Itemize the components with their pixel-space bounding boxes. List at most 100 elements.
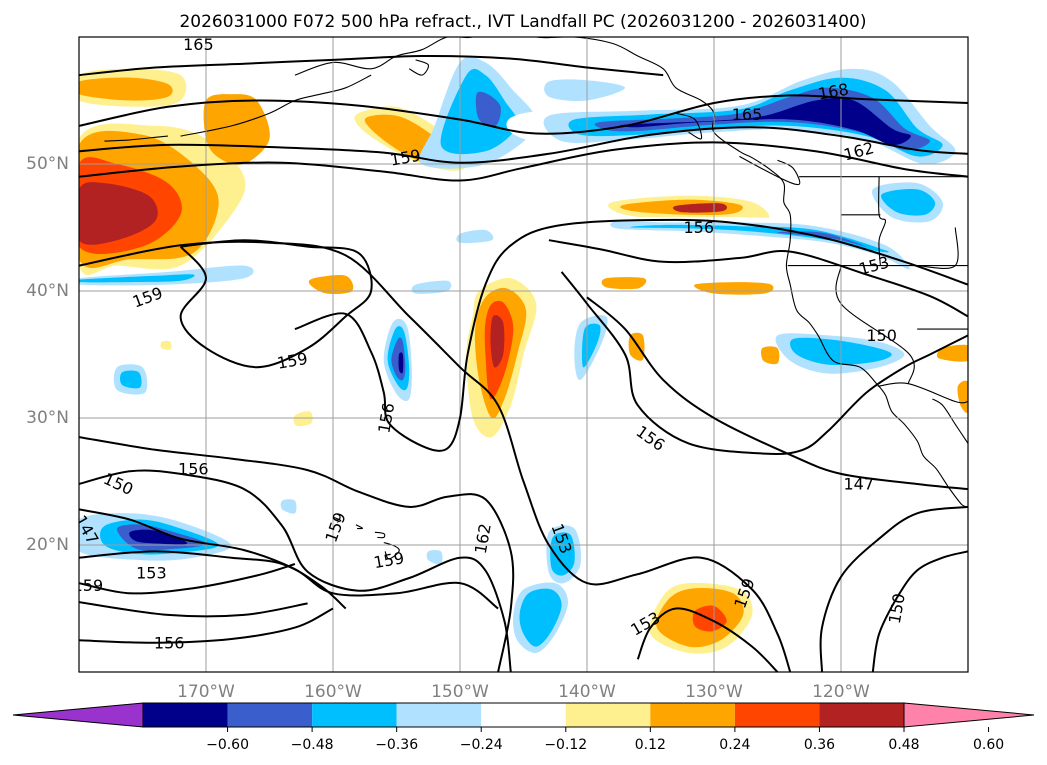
political-border: [835, 265, 915, 384]
filled-region: [456, 229, 494, 244]
filled-region: [475, 91, 501, 127]
lat-tick-label: 40°N: [26, 281, 69, 301]
coastline: [739, 155, 801, 186]
longitude-tick-labels: 170°W 160°W 150°W 140°W 130°W 120°W: [177, 682, 870, 702]
filled-region: [308, 275, 354, 295]
contour-line: [79, 141, 968, 182]
contour-line: [819, 505, 968, 672]
contour-line: [79, 469, 512, 672]
contour-line: [179, 239, 373, 369]
contour-line: [548, 239, 968, 318]
map-frame: [78, 36, 969, 673]
contour-label: 165: [732, 105, 763, 124]
contour-label: 156: [178, 459, 209, 478]
contour-line: [294, 218, 968, 452]
contour-label: 159: [73, 576, 104, 595]
filled-region: [595, 216, 932, 279]
political-border: [917, 227, 959, 269]
contour-line: [79, 126, 968, 164]
filled-region: [160, 340, 172, 350]
filled-region: [129, 529, 188, 545]
contour-line: [79, 94, 968, 135]
coastline: [332, 516, 342, 523]
lon-tick-label: 120°W: [812, 682, 870, 702]
lon-tick-label: 170°W: [177, 682, 235, 702]
contour-label: 156: [683, 218, 714, 237]
contour-line: [79, 601, 308, 618]
contour-lines: [79, 54, 968, 672]
coastline: [374, 531, 386, 539]
colorbar-bin: [481, 703, 566, 727]
lat-tick-label: 50°N: [26, 154, 69, 174]
lon-tick-label: 160°W: [304, 682, 362, 702]
filled-region: [79, 77, 173, 101]
coastline: [355, 524, 363, 530]
coastline: [932, 398, 968, 444]
colorbar: −0.60 −0.48 −0.36 −0.24 −0.12 0.12 0.24 0.36 0.4…: [12, 702, 1035, 753]
coastline: [104, 135, 168, 142]
colorbar-bin: [734, 703, 820, 727]
colorbar-tick-label: −0.12: [544, 737, 587, 753]
colorbar-bin: [312, 703, 397, 727]
contour-line: [79, 550, 347, 610]
contour-line: [79, 607, 334, 644]
filled-region: [881, 189, 936, 216]
colorbar-frame: [142, 702, 905, 728]
contour-label: 156: [154, 633, 185, 652]
colorbar-bin: [143, 703, 228, 727]
filled-region: [777, 231, 867, 247]
political-border: [878, 176, 887, 266]
colorbar-tick-label: 0.36: [804, 737, 835, 753]
colorbar-bin: [819, 703, 904, 727]
colorbar-tick-label: 0.60: [973, 737, 1004, 753]
latitude-tick-labels: 20°N 30°N 40°N 50°N: [26, 154, 69, 555]
filled-region: [293, 411, 313, 427]
contour-line: [871, 550, 968, 672]
filled-region: [398, 352, 404, 374]
filled-region: [79, 274, 195, 283]
colorbar-tick-label: 0.24: [719, 737, 750, 753]
contour-line: [79, 54, 664, 77]
filled-region: [550, 532, 575, 576]
colorbar-bin: [396, 703, 482, 727]
colorbar-tick-label: 0.12: [635, 737, 666, 753]
colorbar-bin: [565, 703, 651, 727]
lon-tick-label: 150°W: [431, 682, 489, 702]
colorbar-tick-label: −0.48: [291, 737, 334, 753]
filled-region: [544, 79, 626, 101]
filled-contours: [79, 56, 968, 654]
contour-label: 150: [866, 326, 897, 345]
coastline: [294, 37, 968, 508]
filled-region: [601, 277, 647, 290]
filled-region: [619, 97, 911, 146]
contour-line: [79, 436, 515, 672]
filled-region: [519, 588, 562, 647]
lat-tick-label: 30°N: [26, 408, 69, 428]
contour-label: 153: [136, 563, 167, 582]
political-border: [877, 382, 968, 404]
colorbar-tick-label: −0.60: [206, 737, 249, 753]
lat-tick-label: 20°N: [26, 535, 69, 555]
contour-line: [79, 563, 296, 595]
chart-title: 2026031000 F072 500 hPa refract., IVT La…: [179, 12, 866, 32]
colorbar-tick-label: −0.24: [460, 737, 503, 753]
colorbar-bin: [227, 703, 313, 727]
filled-region: [630, 224, 889, 253]
filled-region: [426, 550, 443, 565]
contour-line: [636, 607, 779, 672]
contour-line: [586, 296, 968, 491]
lon-tick-label: 130°W: [685, 682, 743, 702]
filled-region: [936, 344, 968, 362]
contour-line: [560, 271, 968, 455]
coastline: [408, 59, 429, 76]
filled-region: [957, 380, 968, 413]
gridlines: [79, 37, 968, 672]
filled-region: [490, 315, 505, 368]
contour-label: 165: [183, 35, 214, 54]
map-area: 1651681651621591561531591501591561561561…: [73, 35, 968, 672]
filled-region: [120, 370, 142, 389]
colorbar-bin: [650, 703, 735, 727]
filled-region: [79, 182, 158, 245]
filled-region: [760, 346, 780, 365]
